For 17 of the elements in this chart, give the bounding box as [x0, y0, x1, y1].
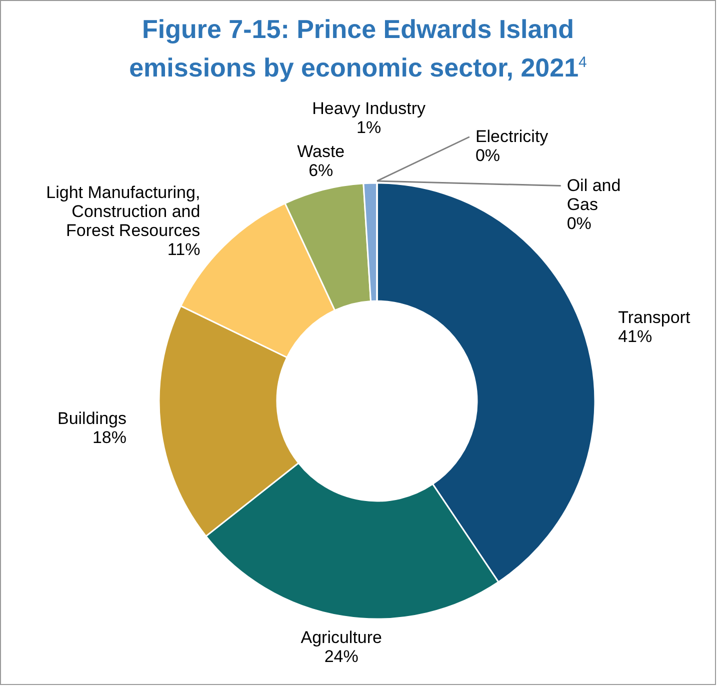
text: 0% [475, 146, 500, 165]
chart-title: Figure 7-15: Prince Edwards Island emissions by economic sector, 2021$^{4}$ [128, 13, 588, 85]
text: 0% [566, 214, 592, 233]
data-label: 18% [92, 428, 126, 447]
slice-label: Waste [297, 142, 345, 162]
data-label: 11% [167, 240, 200, 259]
data-label: 41% [618, 327, 652, 346]
slice-label: Heavy Industry [312, 99, 426, 118]
data-label: 6% [308, 161, 334, 180]
slice-label: Buildings [57, 408, 126, 428]
data-label: 24% [324, 647, 358, 666]
slice-label: Light Manufacturing, Construction and Forest Resources [46, 182, 200, 240]
category-label: Electricity [475, 126, 548, 146]
slice-label: Agriculture [300, 628, 382, 648]
category-label: Oil and Gas [566, 176, 621, 214]
slice-label: Transport [618, 308, 690, 328]
data-label: 1% [356, 118, 382, 138]
